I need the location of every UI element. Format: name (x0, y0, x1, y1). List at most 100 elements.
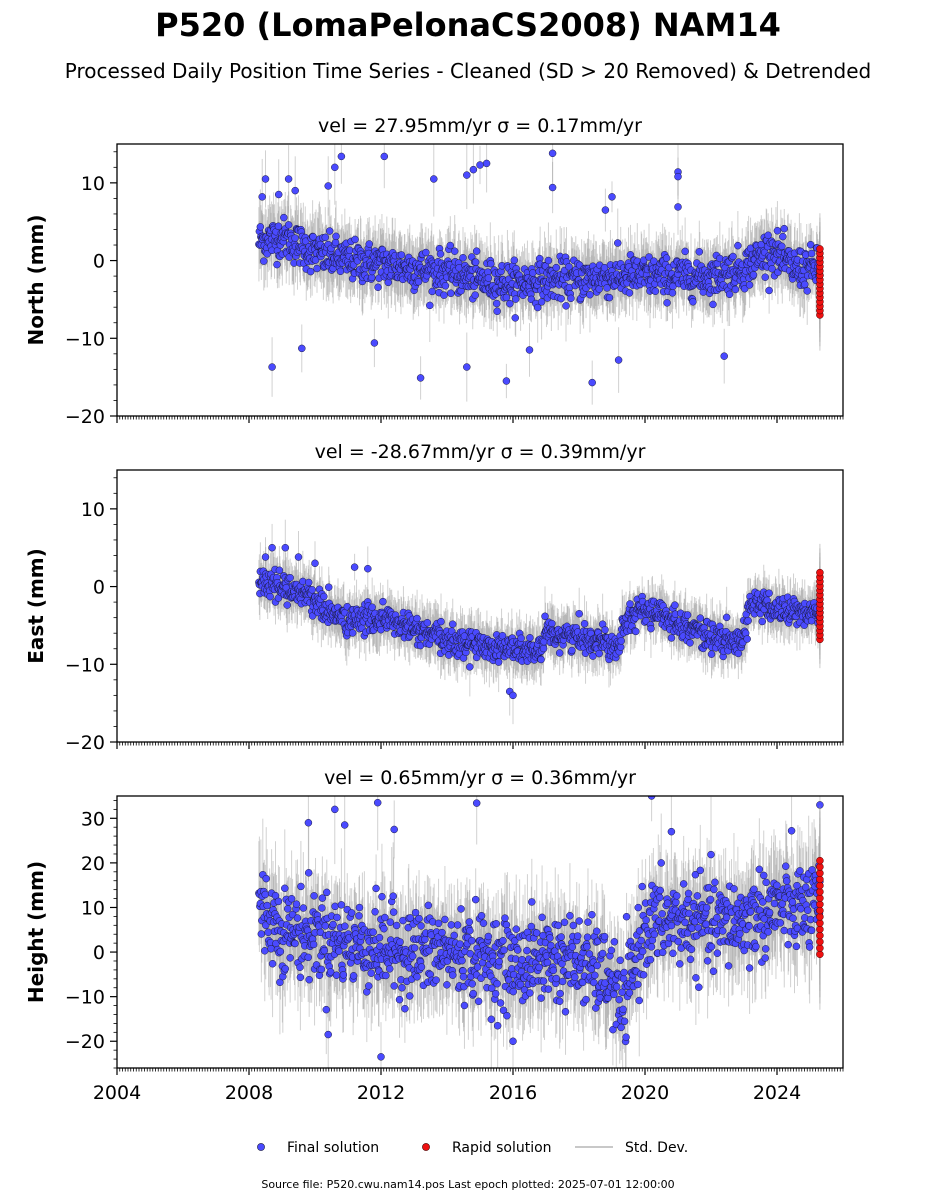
final-point (471, 291, 479, 299)
final-point (484, 274, 493, 282)
final-point (374, 283, 382, 292)
final-point (426, 301, 434, 310)
final-point (493, 307, 501, 316)
final-point (765, 286, 773, 295)
final-point (537, 298, 546, 306)
final-point (274, 190, 283, 199)
final-point (722, 613, 731, 622)
y-tick-label: −20 (65, 406, 105, 428)
final-point (525, 346, 534, 354)
final-point (502, 293, 511, 302)
final-point (734, 649, 743, 658)
final-point (662, 254, 671, 262)
final-point (261, 175, 270, 183)
final-point (617, 637, 625, 645)
final-point (568, 646, 576, 655)
final-point (332, 232, 340, 241)
final-point (552, 263, 560, 272)
final-point (298, 344, 306, 353)
final-point (801, 280, 809, 289)
final-point (671, 601, 679, 609)
final-point (506, 299, 514, 308)
x-axis (116, 416, 844, 423)
final-point (695, 248, 704, 256)
final-point (266, 592, 274, 601)
final-point (565, 263, 573, 271)
panel-north-ylabel: North (mm) (24, 214, 48, 345)
final-point (260, 257, 268, 265)
final-point (616, 643, 625, 651)
final-point (365, 240, 373, 248)
final-point (459, 254, 467, 262)
final-point (471, 258, 480, 266)
final-point (745, 281, 754, 289)
final-point (749, 271, 758, 279)
final-point (291, 186, 299, 195)
final-point (589, 652, 597, 660)
final-point (423, 618, 432, 627)
final-point (686, 639, 694, 647)
final-point (437, 617, 445, 626)
final-point (368, 603, 376, 611)
final-point (511, 314, 519, 322)
final-point (605, 293, 614, 302)
final-point (472, 247, 481, 255)
final-solution-points (255, 543, 824, 700)
y-axis: −20 −10 0 10 (65, 151, 117, 428)
final-point (463, 171, 471, 179)
final-point (603, 284, 611, 292)
final-point (268, 363, 276, 371)
final-point (544, 256, 553, 265)
panel-north-title: vel = 27.95mm/yr σ = 0.17mm/yr (318, 115, 642, 137)
final-point (448, 620, 457, 628)
final-point (773, 227, 782, 235)
final-point (324, 182, 332, 190)
final-point (446, 241, 455, 250)
final-point (614, 239, 622, 247)
final-point (548, 183, 557, 192)
figure-subtitle: Processed Daily Position Time Series - C… (65, 59, 871, 83)
final-point (517, 634, 525, 642)
final-point (626, 600, 634, 608)
final-point (533, 303, 542, 312)
final-point (466, 663, 474, 671)
final-point (308, 586, 316, 594)
final-point (608, 193, 616, 201)
final-point (683, 611, 692, 619)
final-point (562, 302, 570, 310)
final-point (469, 165, 478, 174)
final-point (370, 339, 379, 347)
final-point (337, 152, 346, 161)
final-point (663, 299, 671, 307)
final-point (725, 290, 734, 299)
final-point (601, 626, 609, 634)
final-point (414, 277, 423, 286)
y-tick-label: 10 (81, 173, 105, 195)
final-point (601, 206, 610, 214)
final-point (313, 264, 321, 273)
final-point (450, 247, 459, 255)
y-tick-label: −10 (65, 328, 105, 350)
figure-title: P520 (LomaPelonaCS2008) NAM14 (155, 6, 781, 44)
final-point (803, 287, 811, 295)
final-point (588, 378, 596, 387)
final-point (351, 235, 359, 244)
final-point (731, 285, 740, 294)
final-point (529, 269, 537, 277)
final-point (689, 298, 697, 306)
final-point (440, 291, 448, 299)
final-point (380, 152, 389, 161)
panel-east: vel = -28.67mm/yr σ = 0.39mm/yr East (mm… (24, 441, 844, 754)
final-point (397, 251, 406, 259)
final-point (526, 634, 534, 642)
final-point (447, 289, 455, 297)
final-point (720, 352, 728, 360)
final-point (595, 649, 603, 658)
final-point (647, 624, 655, 633)
final-point (765, 589, 773, 597)
final-point (780, 224, 789, 233)
final-point (283, 601, 291, 609)
final-point (284, 221, 293, 229)
final-point (324, 583, 333, 591)
